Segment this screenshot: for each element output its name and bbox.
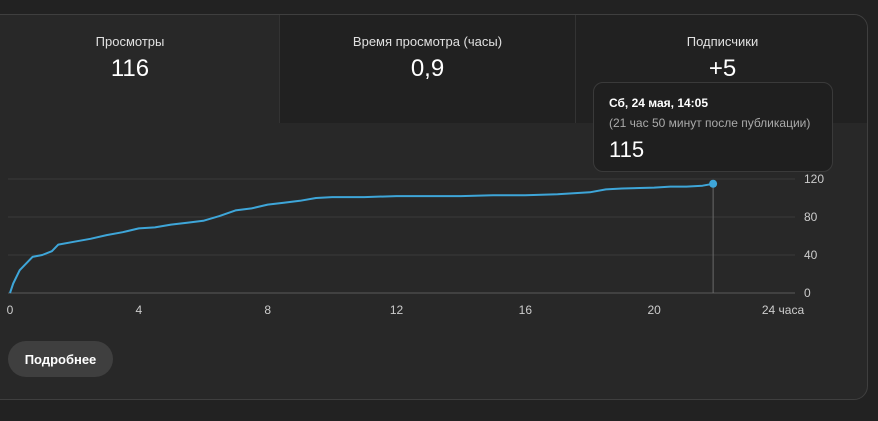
metric-subscribers-value: +5	[708, 55, 737, 82]
analytics-card: Просмотры 116 Время просмотра (часы) 0,9…	[0, 14, 868, 400]
y-tick-label: 120	[804, 172, 824, 186]
series-line	[9, 182, 714, 294]
x-tick-label: 20	[647, 303, 661, 317]
tooltip-date: Сб, 24 мая, 14:05	[609, 96, 709, 110]
y-tick-label: 80	[804, 210, 818, 224]
x-tick-label: 24 часа	[762, 303, 805, 317]
highlight-point	[709, 179, 718, 188]
details-button[interactable]: Подробнее	[8, 341, 113, 377]
metric-views[interactable]: Просмотры 116	[0, 15, 279, 123]
x-tick-label: 4	[135, 303, 142, 317]
chart-tooltip: Сб, 24 мая, 14:05 (21 час 50 минут после…	[593, 82, 833, 172]
metric-views-value: 116	[110, 55, 150, 82]
metric-watch-time-label: Время просмотра (часы)	[352, 34, 503, 49]
x-tick-label: 0	[7, 303, 14, 317]
metric-watch-time[interactable]: Время просмотра (часы) 0,9	[279, 15, 575, 123]
y-tick-label: 0	[804, 286, 811, 300]
x-tick-label: 12	[390, 303, 404, 317]
tooltip-value: 115	[609, 137, 645, 162]
x-tick-label: 16	[519, 303, 533, 317]
tooltip-subtitle: (21 час 50 минут после публикации)	[609, 116, 811, 130]
metric-views-label: Просмотры	[95, 34, 165, 49]
metric-watch-time-value: 0,9	[410, 55, 445, 82]
y-tick-label: 40	[804, 248, 818, 262]
metric-subscribers-label: Подписчики	[686, 34, 759, 49]
x-tick-label: 8	[264, 303, 271, 317]
